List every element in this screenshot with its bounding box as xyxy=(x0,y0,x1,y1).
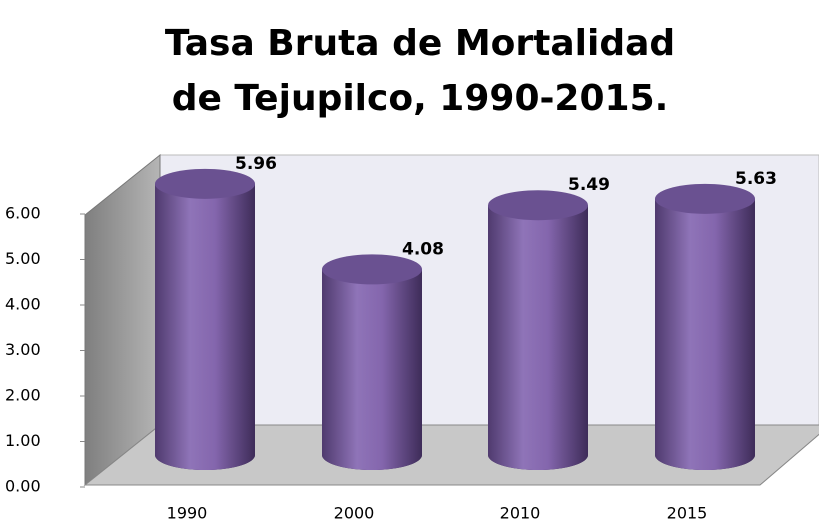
data-label: 5.96 xyxy=(235,154,277,174)
chart-title: de Tejupilco, 1990-2015. xyxy=(172,78,669,119)
bar xyxy=(655,183,755,470)
bar-bottom-front xyxy=(322,440,422,470)
bar-top xyxy=(655,183,755,214)
bar-body xyxy=(488,205,588,455)
x-tick-label: 1990 xyxy=(167,504,208,523)
data-label: 4.08 xyxy=(402,239,444,259)
x-tick-label: 2010 xyxy=(500,504,541,523)
floor xyxy=(83,424,819,486)
bar-body xyxy=(655,198,755,455)
bar-top xyxy=(322,254,422,285)
y-tick-label: 3.00 xyxy=(5,340,41,359)
data-label: 5.63 xyxy=(735,169,777,189)
bar xyxy=(488,190,588,470)
x-tick-label: 2000 xyxy=(334,504,375,523)
bar-body xyxy=(322,269,422,455)
y-tick-label: 0.00 xyxy=(5,477,41,496)
bar-bottom-front xyxy=(488,440,588,470)
y-tick-label: 4.00 xyxy=(5,295,41,314)
bar-bottom-front xyxy=(155,440,255,470)
x-tick-label: 2015 xyxy=(667,504,708,523)
data-label: 5.49 xyxy=(568,175,610,195)
bar xyxy=(155,168,255,470)
bar-top xyxy=(155,168,255,199)
bar xyxy=(322,254,422,470)
bar-body xyxy=(155,183,255,455)
bar-top xyxy=(488,190,588,221)
y-tick-label: 5.00 xyxy=(5,249,41,268)
chart-title: Tasa Bruta de Mortalidad xyxy=(165,23,675,64)
y-tick-label: 1.00 xyxy=(5,431,41,450)
bar-bottom-front xyxy=(655,440,755,470)
y-tick-label: 2.00 xyxy=(5,386,41,405)
y-tick-label: 6.00 xyxy=(5,204,41,223)
